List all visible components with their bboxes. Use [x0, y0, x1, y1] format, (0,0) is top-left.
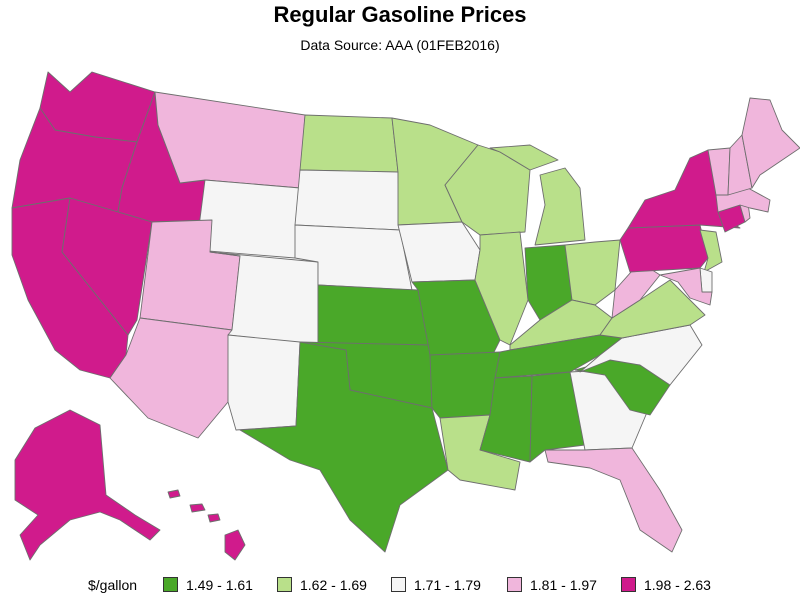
state-FL[interactable] — [544, 447, 683, 553]
state-KS[interactable] — [317, 284, 431, 346]
state-HI[interactable] — [167, 489, 246, 561]
legend-range-2: 1.71 - 1.79 — [414, 577, 481, 593]
state-PA[interactable] — [619, 224, 709, 273]
legend-range-0: 1.49 - 1.61 — [186, 577, 253, 593]
state-NM[interactable] — [227, 334, 301, 431]
map-title: Regular Gasoline Prices — [273, 2, 527, 27]
state-MD[interactable] — [659, 267, 713, 306]
state-MT[interactable] — [154, 91, 306, 189]
legend-range-3: 1.81 - 1.97 — [530, 577, 597, 593]
state-NJ[interactable] — [699, 229, 723, 273]
legend-label: $/gallon — [88, 577, 138, 593]
legend-swatch-3 — [507, 577, 522, 592]
state-ME[interactable] — [741, 97, 800, 189]
state-IL[interactable] — [474, 231, 529, 346]
state-TX[interactable] — [239, 341, 449, 553]
state-AK[interactable] — [14, 409, 161, 561]
state-MS[interactable] — [479, 375, 533, 463]
state-WY[interactable] — [195, 179, 301, 259]
legend-swatch-0 — [163, 577, 178, 592]
legend-range-1: 1.62 - 1.69 — [300, 577, 367, 593]
state-IA[interactable] — [397, 221, 481, 283]
legend-swatch-1 — [277, 577, 292, 592]
state-OH[interactable] — [564, 239, 621, 306]
legend: $/gallon 1.49 - 1.61 1.62 - 1.69 1.71 - … — [0, 576, 800, 596]
legend-swatch-4 — [621, 577, 636, 592]
state-AR[interactable] — [429, 351, 501, 419]
state-MI[interactable] — [489, 144, 586, 246]
legend-range-4: 1.98 - 2.63 — [644, 577, 711, 593]
state-WI[interactable] — [444, 144, 531, 236]
state-AL[interactable] — [529, 371, 586, 463]
state-NV[interactable] — [61, 197, 153, 336]
map-subtitle: Data Source: AAA (01FEB2016) — [300, 37, 500, 53]
state-ND[interactable] — [299, 114, 399, 173]
legend-swatch-2 — [391, 577, 406, 592]
state-SD[interactable] — [294, 169, 401, 231]
